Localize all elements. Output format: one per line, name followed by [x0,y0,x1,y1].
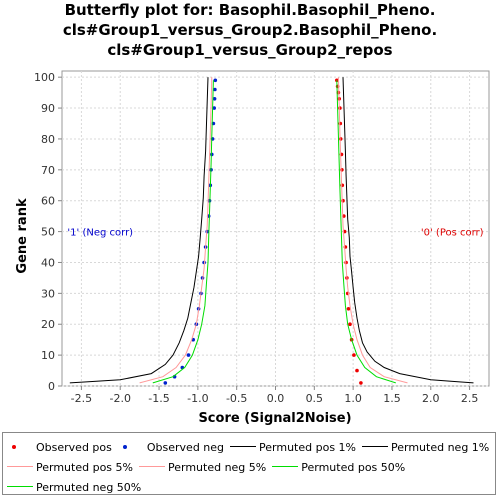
butterfly-plot: -2.5 -2.0 -1.5 -1.0 -0.5 0.0 0.5 1.0 1.5 2.0 2.5 0 1… [15,70,490,426]
point-observed-neg [212,106,216,110]
point-observed-neg [212,97,217,101]
legend-symbol [230,442,257,452]
legend-item-permuted-neg-1-: Permuted neg 1% [362,441,489,454]
point-observed-pos [352,353,356,357]
series-permuted-pos-50- [336,80,396,384]
x-tick-label: -0.5 [226,392,247,405]
x-tick-label: 2.5 [461,392,479,405]
legend-symbol [272,462,299,472]
y-tick-label: 70 [41,164,55,177]
point-observed-neg [186,353,191,357]
point-observed-pos [338,137,343,141]
y-axis-label: Gene rank [15,198,30,274]
legend-label: Permuted pos 5% [36,460,133,474]
series-permuted-pos-5- [337,77,408,384]
point-observed-pos [340,183,345,188]
series-layer [69,77,474,385]
y-tick-label: 100 [34,71,55,84]
chart-title-line-3: cls#Group1_versus_Group2_repos [107,41,393,59]
point-observed-pos [338,121,343,126]
x-tick-label: -1.5 [148,392,169,405]
legend-symbol [7,482,33,492]
legend-symbol [7,462,33,472]
legend-symbol [7,442,33,452]
legend-label: Observed pos [36,440,112,454]
legend-item-permuted-neg-5-: Permuted neg 5% [138,460,267,474]
legend-item-permuted-neg-50-: Permuted neg 50% [7,481,141,494]
legend-item-permuted-pos-1-: Permuted pos 1% [230,441,356,454]
legend-label: Observed neg [146,440,225,454]
y-tick-label: 80 [41,133,55,146]
y-tick-label: 90 [41,102,55,115]
point-observed-neg [213,87,217,92]
legend-symbol [362,442,388,452]
legend-row-2: Permuted pos 5% Permuted neg 5% Permuted p… [7,457,411,477]
y-tick-label: 0 [48,380,55,393]
y-tick-label: 10 [41,349,55,362]
series-permuted-neg-5- [139,77,213,384]
grid [61,70,490,387]
series-permuted-neg-50- [152,80,214,384]
axes: -2.5 -2.0 -1.5 -1.0 -0.5 0.0 0.5 1.0 1.5 2.0 2.5 0 1… [34,71,478,405]
legend-label: Permuted neg 5% [167,460,267,474]
x-tick-label: -2.0 [109,392,130,405]
point-observed-neg [163,381,168,385]
point-observed-pos [355,368,359,373]
annotation: '0' (Pos corr) [421,228,484,239]
x-tick-label: -2.5 [71,392,92,405]
series-permuted-neg-1- [69,77,209,384]
legend-row-3: Permuted neg 50% [7,477,147,497]
x-tick-label: 0.5 [306,392,324,405]
point-observed-pos [346,307,351,311]
chart-title: Butterfly plot for: Basophil.Basophil_Ph… [0,0,500,60]
x-tick-label: 1.5 [383,392,401,405]
legend-row-1: Observed pos Observed neg Permuted pos 1% P… [7,437,495,457]
x-tick-label: 0.0 [267,392,285,405]
legend-symbol [138,462,165,472]
y-tick-label: 50 [41,226,55,239]
point-observed-pos [338,106,342,110]
chart-title-line-2: cls#Group1_versus_Group2.Basophil_Pheno. [62,21,438,39]
legend-item-permuted-pos-5-: Permuted pos 5% [7,461,133,474]
legend-symbol [118,442,144,452]
y-tick-label: 20 [41,318,55,331]
legend-label: Permuted pos 50% [301,460,406,474]
legend-label: Permuted pos 1% [259,440,356,454]
legend: Observed pos Observed neg Permuted pos 1% P… [2,432,496,495]
legend-label: Permuted neg 1% [391,440,490,454]
legend-label: Permuted neg 50% [36,480,142,494]
legend-item-observed-pos: Observed pos [7,441,112,454]
x-tick-label: 1.0 [344,392,362,405]
annotation: '1' (Neg corr) [67,228,133,239]
point-observed-neg [213,78,218,83]
point-observed-pos [348,322,352,327]
x-tick-label: -1.0 [187,392,208,405]
point-observed-pos [359,381,363,385]
y-tick-label: 30 [41,287,55,300]
chart-title-line-1: Butterfly plot for: Basophil.Basophil_Ph… [64,1,436,19]
x-tick-label: 2.0 [422,392,440,405]
x-axis-label: Score (Signal2Noise) [198,411,351,426]
annotations: '1' (Neg corr) '0' (Pos corr) [67,228,483,239]
series-permuted-pos-1- [342,77,474,384]
legend-item-permuted-pos-50-: Permuted pos 50% [272,461,405,474]
y-tick-label: 40 [41,256,55,269]
legend-item-observed-neg: Observed neg [118,441,224,454]
y-tick-label: 60 [41,195,55,208]
